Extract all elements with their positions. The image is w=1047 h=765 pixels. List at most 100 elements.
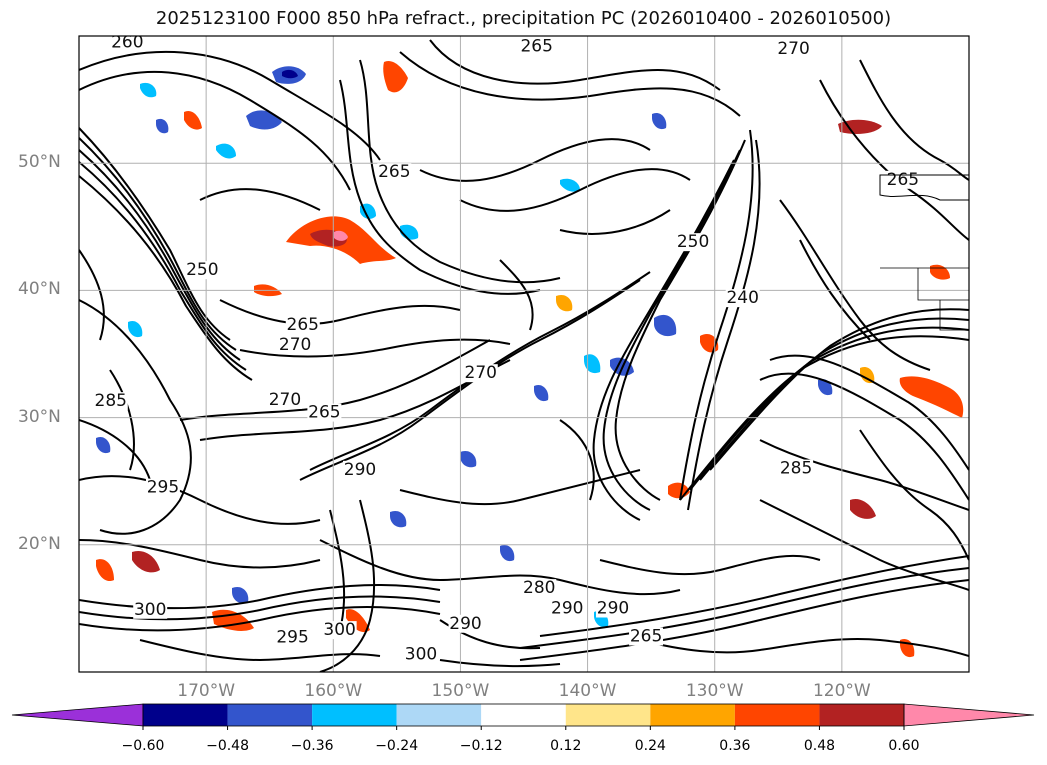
contour-line [179,339,491,421]
contour-label: 250 [677,232,709,252]
contour-line [519,579,969,661]
precip-positive-area [132,550,160,573]
contour-line [559,209,671,235]
colorbar-segment [481,704,566,726]
precip-positive-area [184,110,202,130]
longitude-label: 150°W [431,681,490,701]
precip-positive-area [383,60,408,93]
colorbar-segment [734,704,820,726]
colorbar-tick-label: −0.48 [206,738,249,754]
contour-line [79,419,151,481]
contour-label: 265 [630,626,662,646]
colorbar-segment [227,704,313,726]
contour-label: 285 [780,459,812,479]
contour-line [399,469,641,506]
state-borders [880,267,969,331]
longitude-label: 140°W [558,681,617,701]
contour-line [399,51,741,117]
contour-line [679,129,754,501]
contour-line [559,419,595,501]
contour-label: 265 [308,403,340,423]
contour-label: 290 [344,460,376,480]
country-border [879,174,969,201]
contour-label-gap [550,599,585,618]
contour-line [139,639,381,662]
precip-negative-area [500,544,515,562]
latitude-label: 40°N [18,279,61,300]
contour-label: 270 [279,335,311,355]
contour-label: 270 [777,39,809,59]
contour-line [499,259,534,331]
contour-line [359,59,561,284]
contour-label: 260 [111,32,143,52]
colorbar-tick-label: −0.24 [375,738,419,754]
contour-line [319,499,376,672]
contour-line [109,369,135,471]
colorbar-frame [142,703,905,727]
contour-label-gap [448,614,483,633]
contour-label: 290 [551,598,583,618]
contour-line [239,338,511,358]
contour-line [859,59,969,181]
contour-line [79,70,351,191]
precip-negative-area [96,436,111,454]
contour-line [79,50,381,161]
longitude-label: 130°W [685,681,744,701]
map-frame [78,35,970,673]
precip-negative-area [654,314,677,337]
contour-label-gap [133,600,168,619]
contour-label: 270 [465,363,497,383]
contour-line [79,299,192,535]
contour-line [859,429,969,561]
contour-line [79,149,241,361]
contour-labels: 260 2702652652502402502652702702652852952… [93,32,920,664]
contour-label: 240 [726,288,758,308]
contour-label: 265 [378,162,410,182]
contour-label: 300 [405,644,437,664]
contour-line [614,139,746,501]
contour-line [799,239,871,341]
colorbar-segment [143,704,228,726]
precip-negative-area [652,112,667,130]
contour-label-gap [278,336,313,355]
contour-line [219,299,461,325]
contour-label-gap [275,628,310,647]
contour-line [429,39,721,91]
contour-label-gap [93,392,128,411]
contour-label-gap [404,645,439,664]
contour-line [79,605,441,632]
contour-label-gap [779,459,814,478]
contour-label: 285 [95,391,127,411]
colorbar [11,703,1035,730]
colorbar-tick-label: 0.60 [888,738,920,754]
precip-negative-area [584,354,601,374]
colorbar-segment [565,704,651,726]
precip-positive-peak [334,230,348,241]
contour-label: 265 [287,315,319,335]
contour-label: 280 [523,578,555,598]
contour-label-gap [522,579,557,598]
longitude-label: 120°W [812,681,871,701]
graticule [79,36,969,672]
precip-positive-area [930,264,950,280]
contour-label-gap [725,289,760,308]
colorbar-tick-label: 0.24 [634,738,666,754]
contour-label-gap [307,403,342,422]
contour-label: 265 [520,36,552,56]
contour-label-gap [185,261,220,280]
contour-line [79,127,231,341]
precip-negative-area [560,178,580,192]
contour-label-gap [596,599,630,618]
map-title: 2025123100 F000 850 hPa refract., precip… [155,8,892,29]
colorbar-tick-label: 0.36 [719,738,751,754]
map-background [79,36,969,672]
precip-negative-area [460,450,477,468]
contour-label: 295 [147,478,179,498]
contour-label-gap [322,621,357,640]
contour-line [759,499,969,591]
contour-line [199,188,321,211]
contour-label: 300 [134,600,166,620]
longitude-label: 170°W [177,681,236,701]
precip-negative-area [232,586,249,604]
